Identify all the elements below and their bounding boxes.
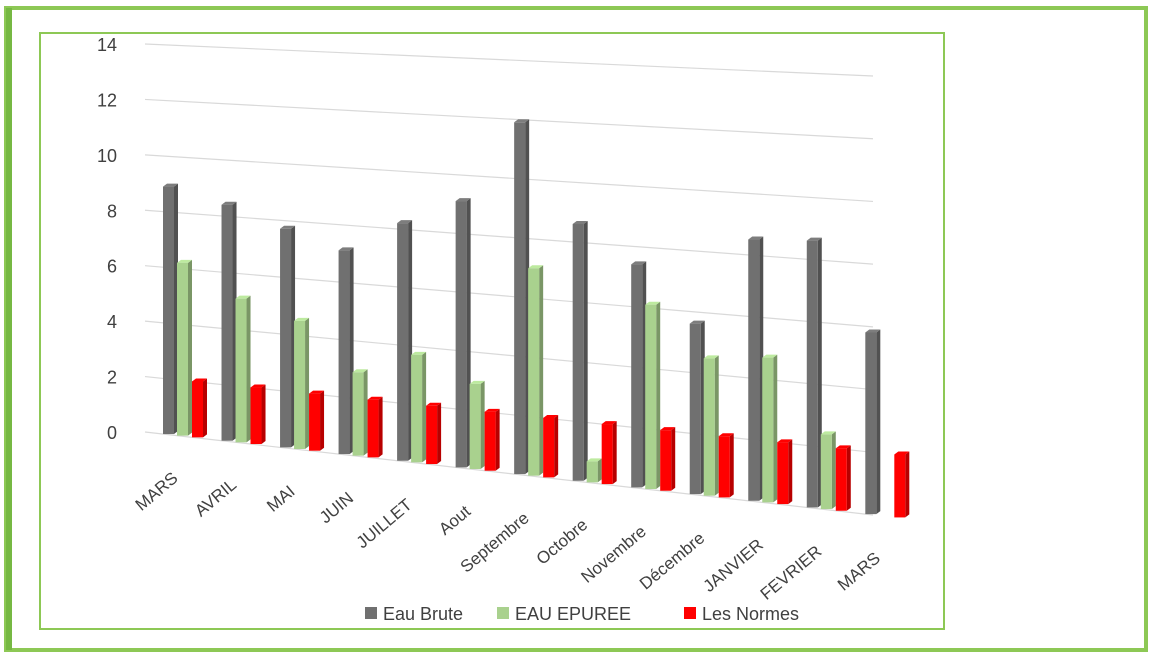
gridline: [144, 265, 874, 328]
bar-eau-brute: [163, 183, 178, 435]
x-tick-label: JUIN: [316, 488, 357, 527]
bar-eau-brute: [806, 237, 822, 508]
gridline: [144, 209, 874, 265]
legend-label: Eau Brute: [383, 604, 463, 624]
x-tick-label: FEVRIER: [757, 542, 826, 604]
bar-eau-epuree: [586, 458, 602, 483]
bar-eau-brute: [572, 221, 588, 481]
x-tick-label: JANVIER: [700, 535, 767, 596]
x-tick-label: MARS: [132, 468, 182, 514]
x-tick-label: MARS: [834, 548, 884, 594]
bars: [163, 119, 910, 518]
bar-eau-epuree: [352, 369, 368, 456]
x-tick-label: Aout: [435, 502, 474, 539]
bar-eau-epuree: [469, 380, 485, 470]
bar-les-normes: [250, 384, 266, 445]
bar-eau-brute: [397, 220, 413, 461]
bar-les-normes: [543, 414, 559, 478]
bar-eau-brute: [865, 329, 881, 515]
gridline: [144, 43, 874, 77]
bar-eau-brute: [748, 236, 764, 501]
bar-les-normes: [192, 378, 207, 438]
gridline: [144, 154, 874, 203]
y-tick-label: 2: [107, 368, 117, 388]
y-tick-label: 14: [97, 35, 117, 55]
bar-eau-epuree: [820, 431, 836, 510]
bar-les-normes: [718, 433, 734, 498]
bar-eau-epuree: [703, 355, 719, 496]
left-accent: [6, 8, 12, 650]
bar-les-normes: [777, 439, 793, 505]
legend-item: Eau Brute: [365, 604, 463, 624]
bar-les-normes: [835, 445, 851, 511]
bar-eau-brute: [338, 247, 354, 455]
bar-les-normes: [426, 402, 442, 465]
bar-eau-epuree: [645, 301, 661, 490]
bar-eau-epuree: [235, 295, 251, 443]
bar-eau-epuree: [762, 354, 778, 503]
y-tick-label: 6: [107, 257, 117, 277]
bar-eau-brute: [455, 198, 471, 468]
bar-eau-brute: [689, 320, 705, 495]
legend-label: EAU EPUREE: [515, 604, 631, 624]
legend-swatch: [684, 607, 696, 619]
bar-eau-brute: [514, 119, 530, 475]
y-axis-ticks: 0 2 4 6 8 10 12 14: [97, 35, 117, 443]
y-tick-label: 12: [97, 90, 117, 110]
x-tick-label: JUILLET: [353, 495, 416, 552]
bar-eau-epuree: [294, 317, 310, 449]
legend-label: Les Normes: [702, 604, 799, 624]
legend-swatch: [365, 607, 377, 619]
bar-eau-brute: [631, 261, 647, 488]
bar-eau-brute: [221, 201, 237, 441]
bar-eau-epuree: [528, 265, 544, 476]
x-tick-label: Octobre: [533, 515, 592, 568]
legend: Eau Brute EAU EPUREE Les Normes: [365, 604, 799, 624]
bar-eau-brute: [280, 225, 296, 448]
bar-eau-epuree: [411, 351, 427, 463]
bar-les-normes: [894, 451, 910, 518]
legend-swatch: [497, 607, 509, 619]
y-tick-label: 8: [107, 201, 117, 221]
y-tick-label: 4: [107, 312, 117, 332]
legend-item: EAU EPUREE: [497, 604, 631, 624]
bar-eau-epuree: [177, 259, 192, 436]
gridline: [144, 98, 874, 140]
bar-les-normes: [601, 421, 617, 485]
bar-les-normes: [309, 390, 325, 451]
bar-les-normes: [367, 396, 383, 458]
x-tick-label: AVRIL: [191, 475, 240, 520]
gridline: [144, 431, 874, 516]
x-tick-label: MAI: [263, 482, 298, 516]
legend-item: Les Normes: [684, 604, 799, 624]
y-tick-label: 10: [97, 146, 117, 166]
bar-les-normes: [660, 427, 676, 491]
y-tick-label: 0: [107, 423, 117, 443]
bar-les-normes: [484, 408, 500, 471]
